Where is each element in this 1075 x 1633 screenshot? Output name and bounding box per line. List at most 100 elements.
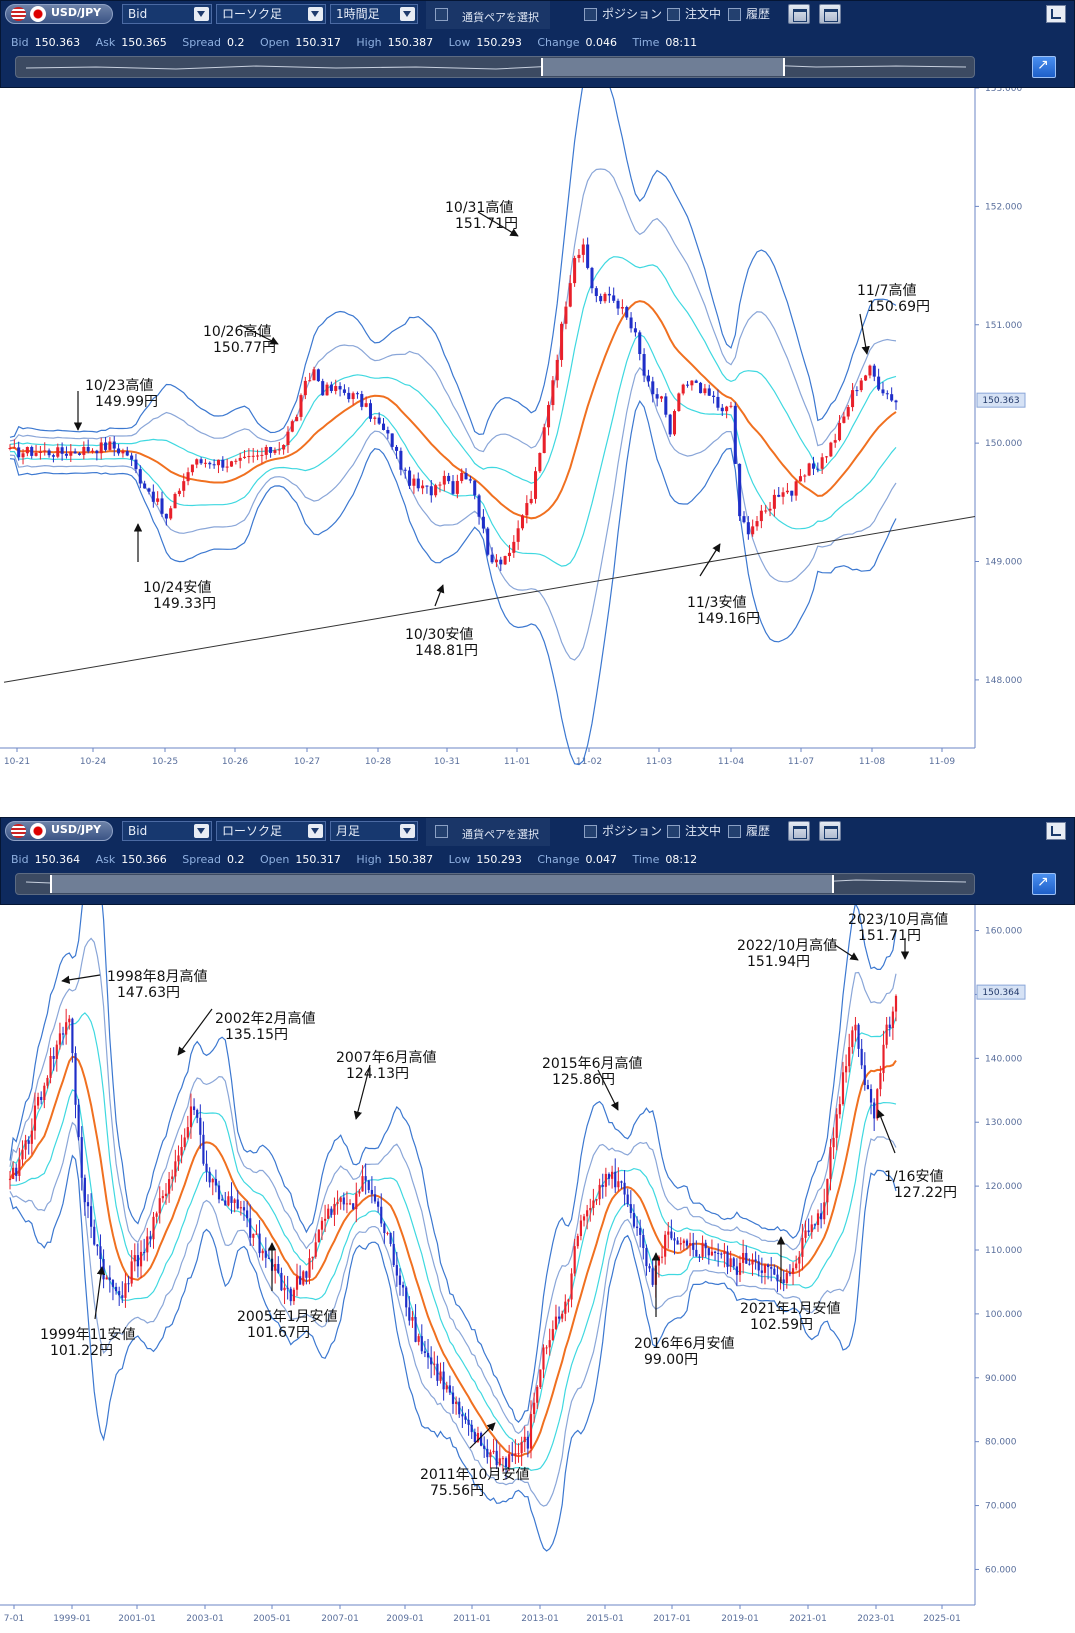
annotation-arrow	[434, 584, 445, 607]
candle	[823, 1202, 826, 1220]
select-pair-toggle[interactable]: 通貨ペアを選択	[426, 818, 550, 846]
candle	[776, 1274, 779, 1282]
monthly-candlestick-chart[interactable]: 160.000150.000140.000130.000120.000110.0…	[0, 905, 1075, 1633]
candle	[347, 392, 351, 400]
annotation-arrow	[477, 211, 519, 237]
candle	[180, 1146, 183, 1156]
candle	[582, 1216, 586, 1221]
candle	[227, 1196, 230, 1206]
candle	[623, 1182, 626, 1195]
window-layout-icon[interactable]	[819, 4, 841, 24]
candle	[221, 459, 225, 468]
position-checkbox[interactable]	[584, 8, 597, 21]
y-tick-label: 70.000	[985, 1502, 1017, 1512]
price-type-select[interactable]: Bid	[122, 4, 212, 24]
candle	[102, 1258, 105, 1280]
chart-settings-icon[interactable]	[788, 821, 810, 841]
candle	[590, 267, 594, 289]
candle	[794, 481, 798, 496]
chart-settings-icon[interactable]	[788, 4, 810, 24]
chevron-down-icon[interactable]	[308, 824, 323, 838]
candle	[38, 451, 42, 453]
candle	[447, 475, 451, 482]
chevron-down-icon[interactable]	[400, 7, 415, 21]
annotation-label: 10/30安値	[405, 627, 473, 643]
expand-icon[interactable]	[1032, 56, 1056, 78]
select-pair-toggle[interactable]: 通貨ペアを選択	[426, 1, 550, 29]
candle	[807, 1230, 810, 1233]
candle	[303, 380, 307, 396]
candle	[247, 456, 251, 458]
open-value: 150.317	[295, 36, 341, 49]
history-checkbox[interactable]	[728, 8, 741, 21]
candle	[598, 1184, 601, 1200]
candle	[395, 446, 399, 451]
moving-average-line	[9, 300, 897, 520]
candle	[460, 472, 464, 481]
currency-pair-button[interactable]: USD/JPY	[5, 4, 113, 24]
change-value: 0.046	[585, 36, 617, 49]
history-checkbox[interactable]	[728, 825, 741, 838]
annotation-price: 125.86円	[552, 1072, 615, 1088]
select-pair-checkbox[interactable]	[435, 825, 448, 838]
candle	[614, 1171, 617, 1188]
chart-navigator[interactable]	[15, 873, 975, 895]
candle	[555, 359, 559, 381]
jp-flag-icon	[30, 823, 46, 839]
candle	[420, 1336, 423, 1352]
timeframe-select[interactable]: 1時間足	[330, 4, 418, 24]
candle	[651, 1268, 654, 1285]
candle	[782, 1279, 785, 1284]
chevron-down-icon[interactable]	[194, 824, 209, 838]
candle	[236, 1199, 239, 1209]
candle	[93, 1226, 96, 1245]
orders-label: 注文中	[685, 7, 722, 21]
bollinger-upper-1sigma	[9, 256, 897, 484]
timeframe-value: 月足	[336, 824, 361, 838]
candle	[108, 1277, 111, 1280]
expand-icon[interactable]	[1032, 873, 1056, 895]
navigator-window[interactable]	[541, 58, 785, 76]
position-checkbox[interactable]	[584, 825, 597, 838]
timeframe-select[interactable]: 月足	[330, 821, 418, 841]
candle	[863, 1065, 866, 1086]
candle	[667, 1231, 670, 1235]
candle	[607, 1173, 611, 1179]
window-layout-icon[interactable]	[819, 821, 841, 841]
price-type-select[interactable]: Bid	[122, 821, 212, 841]
candle	[155, 1213, 158, 1217]
chart-type-select[interactable]: ローソク足	[216, 821, 326, 841]
candle	[147, 488, 151, 492]
orders-checkbox[interactable]	[667, 825, 680, 838]
candle	[790, 490, 794, 496]
candle	[751, 526, 755, 535]
candle	[768, 508, 772, 511]
annotation-label: 1998年8月高値	[107, 968, 208, 985]
y-tick-label: 153.000	[985, 88, 1022, 94]
chart-type-select[interactable]: ローソク足	[216, 4, 326, 24]
collapse-icon[interactable]	[1046, 5, 1066, 23]
chevron-down-icon[interactable]	[308, 7, 323, 21]
price-type-value: Bid	[128, 7, 148, 21]
candle	[361, 1176, 364, 1192]
navigator-window[interactable]	[50, 875, 834, 893]
candle	[282, 444, 286, 450]
candle	[525, 503, 529, 516]
candle	[542, 1347, 545, 1370]
x-tick-label: 11-02	[576, 757, 602, 767]
candle	[217, 1185, 221, 1200]
chart-navigator[interactable]	[15, 56, 975, 78]
candle	[494, 559, 498, 563]
chevron-down-icon[interactable]	[400, 824, 415, 838]
candle	[881, 389, 885, 394]
collapse-icon[interactable]	[1046, 822, 1066, 840]
orders-checkbox[interactable]	[667, 8, 680, 21]
candle	[433, 1363, 436, 1365]
low-value: 150.293	[476, 36, 522, 49]
candle	[8, 447, 12, 449]
candle	[729, 405, 733, 407]
currency-pair-button[interactable]: USD/JPY	[5, 821, 113, 841]
select-pair-checkbox[interactable]	[435, 8, 448, 21]
chevron-down-icon[interactable]	[194, 7, 209, 21]
hourly-candlestick-chart[interactable]: 153.000 152.000 151.000 150.000 149.000 148.0…	[0, 88, 1075, 785]
